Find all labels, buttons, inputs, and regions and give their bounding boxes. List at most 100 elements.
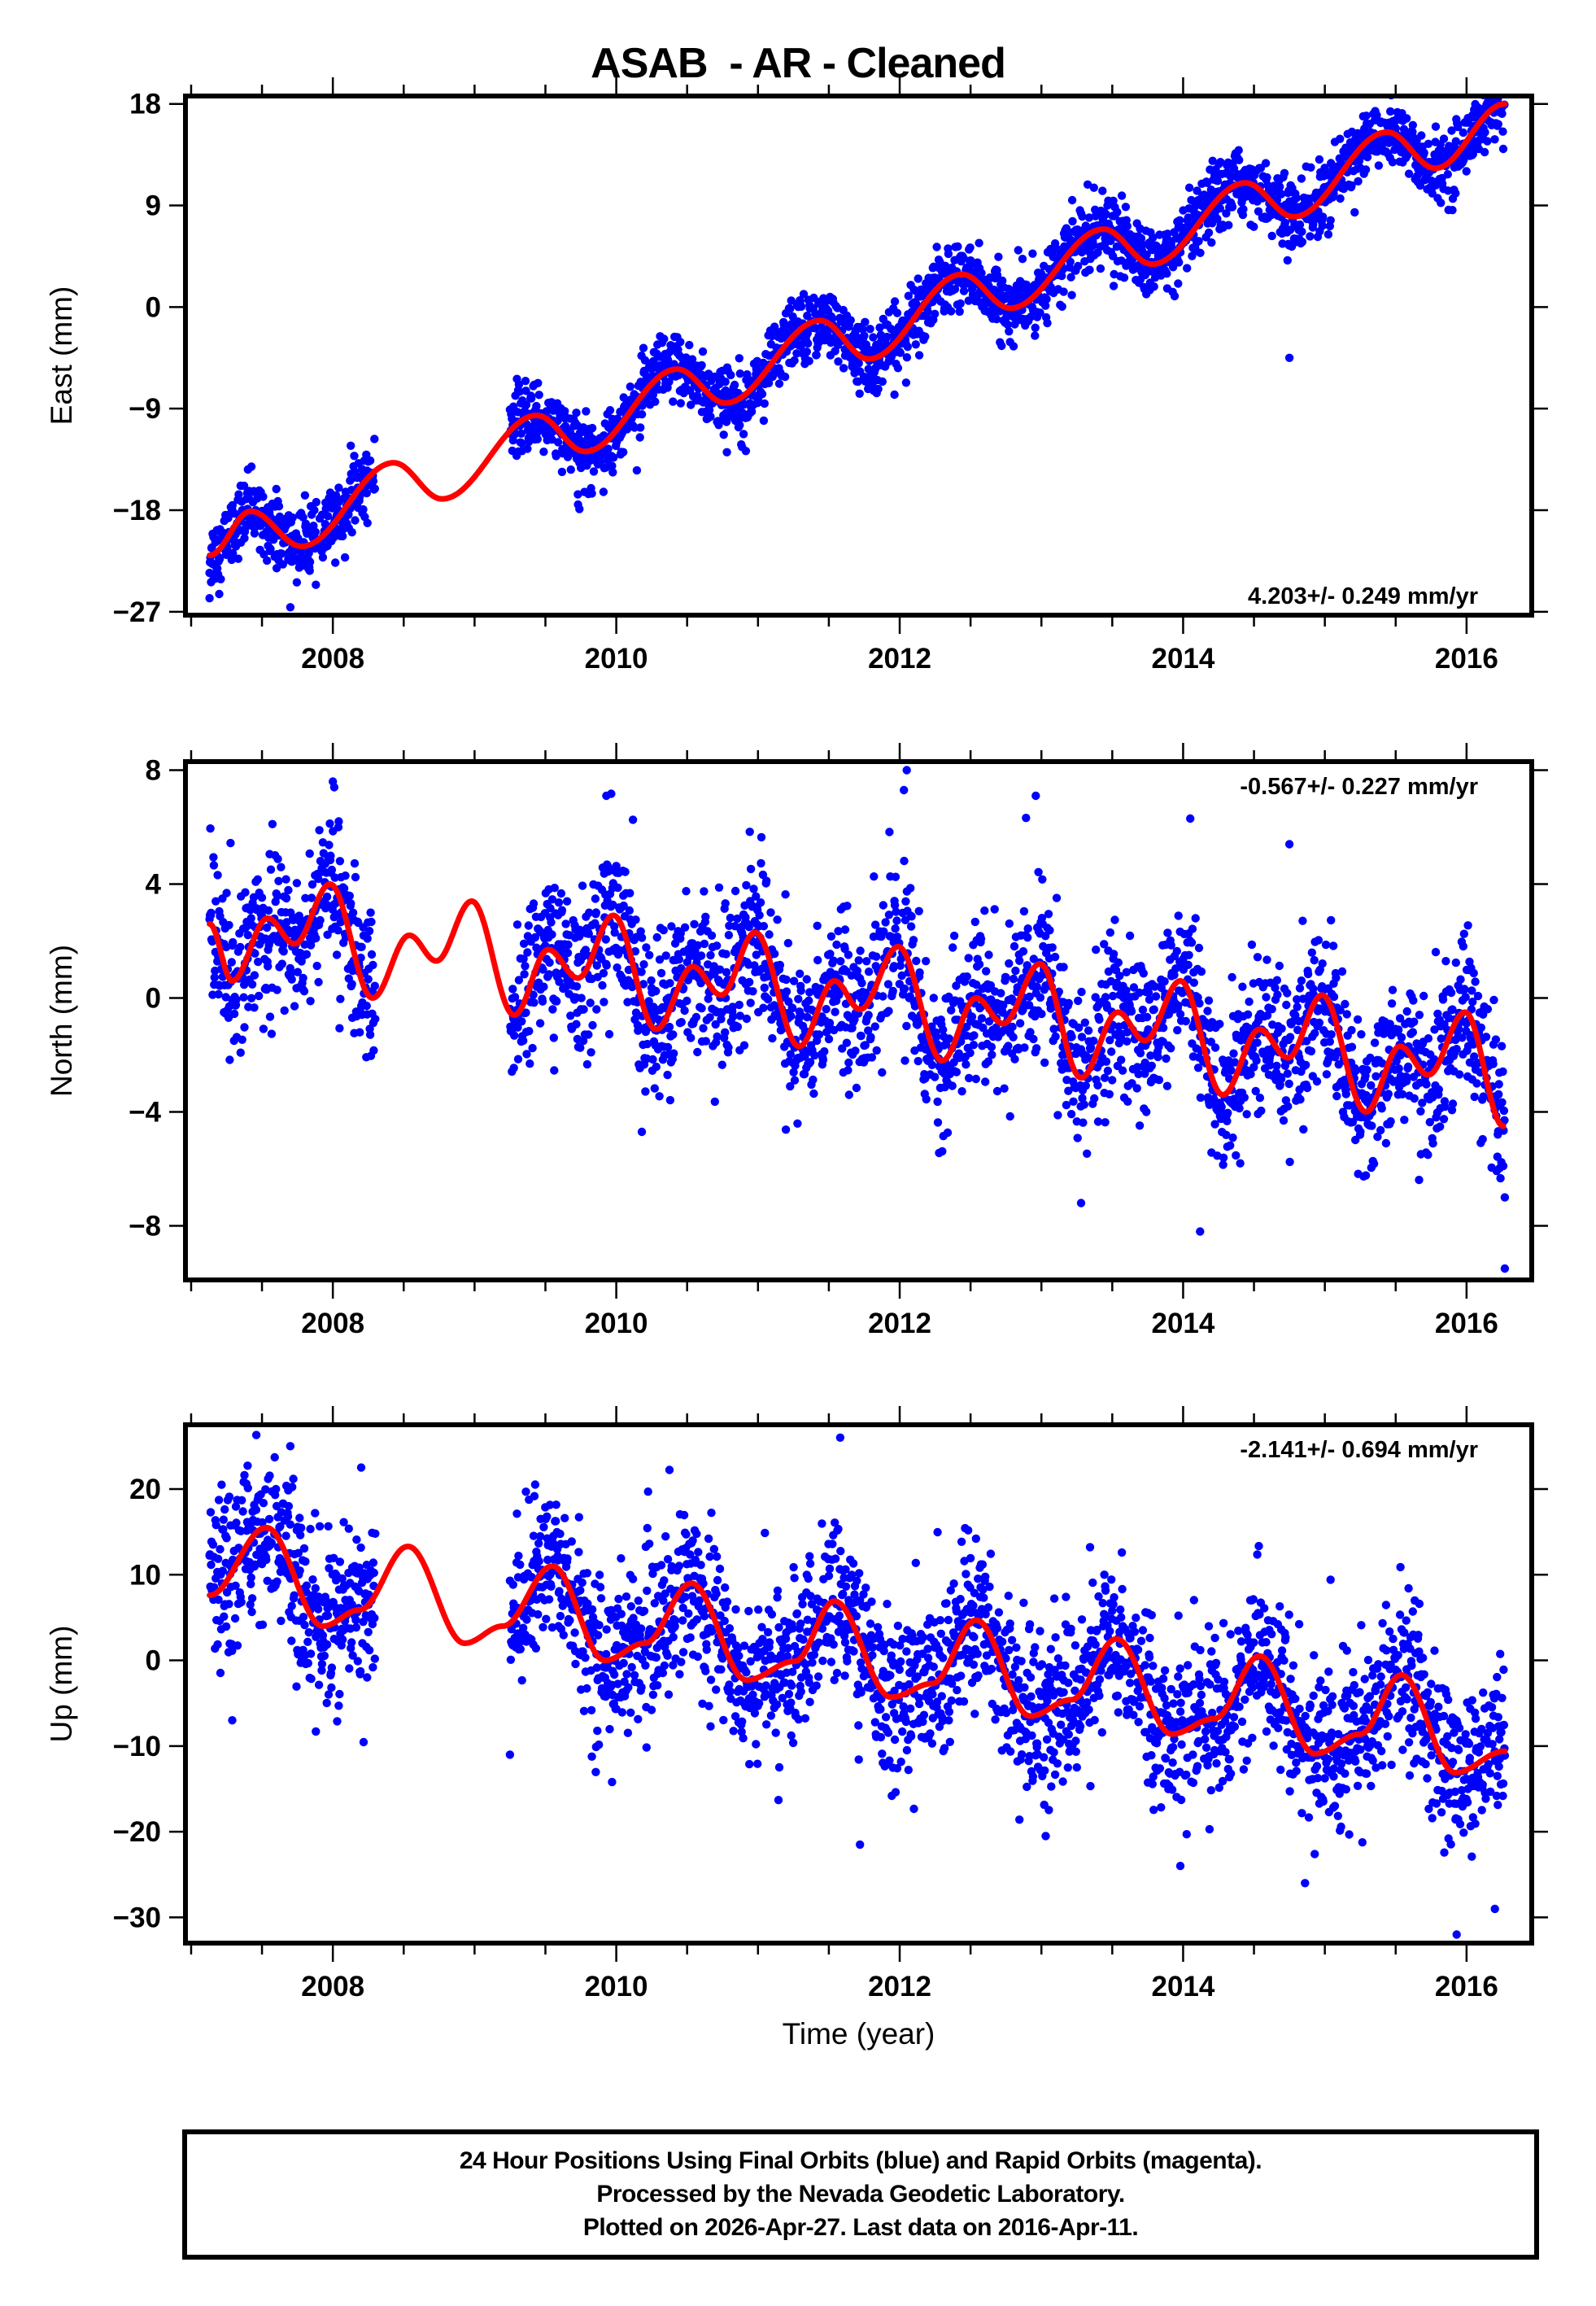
data-point xyxy=(587,423,597,433)
data-point xyxy=(1428,189,1437,198)
data-point xyxy=(239,980,249,989)
data-point xyxy=(1276,190,1286,199)
data-point xyxy=(891,872,900,881)
data-point xyxy=(697,1004,706,1013)
data-point xyxy=(1202,178,1212,187)
data-point xyxy=(1262,993,1271,1002)
data-point xyxy=(735,1000,743,1010)
data-point xyxy=(1184,960,1193,970)
data-point xyxy=(263,556,272,566)
data-point xyxy=(222,889,231,898)
data-point xyxy=(1127,1007,1136,1016)
data-point xyxy=(1424,139,1433,148)
data-point xyxy=(288,513,297,522)
data-point xyxy=(1036,993,1045,1002)
data-point xyxy=(539,982,548,991)
data-point xyxy=(637,410,647,419)
data-point xyxy=(1149,233,1158,242)
data-point xyxy=(809,1089,818,1098)
data-point xyxy=(1153,1052,1162,1062)
data-point xyxy=(804,338,813,348)
data-point xyxy=(1204,228,1214,238)
data-point xyxy=(719,430,728,439)
data-point xyxy=(900,856,909,866)
data-point xyxy=(599,487,608,496)
data-point xyxy=(959,286,969,295)
data-point xyxy=(1083,1149,1092,1159)
data-point xyxy=(1253,953,1262,962)
data-point xyxy=(334,817,343,826)
data-point xyxy=(1490,135,1499,144)
data-point xyxy=(852,1083,861,1093)
data-point xyxy=(713,941,722,950)
data-point xyxy=(529,899,539,908)
data-point xyxy=(355,1028,364,1037)
data-point xyxy=(626,889,634,898)
data-point xyxy=(1085,265,1094,274)
data-point xyxy=(604,1029,614,1039)
data-point xyxy=(822,1005,831,1014)
data-point xyxy=(1183,264,1192,273)
data-point xyxy=(263,923,272,932)
data-point xyxy=(1158,1024,1168,1033)
data-point xyxy=(948,943,957,952)
data-point xyxy=(239,481,249,491)
outlier-point xyxy=(286,603,295,612)
data-point xyxy=(350,452,359,461)
data-point xyxy=(1123,1097,1132,1107)
data-point xyxy=(796,969,805,978)
data-point xyxy=(1184,183,1194,192)
data-point xyxy=(512,920,522,929)
data-point xyxy=(857,1031,866,1041)
data-point xyxy=(1197,967,1206,976)
data-point xyxy=(1208,156,1217,165)
data-point xyxy=(1273,990,1282,999)
data-point xyxy=(514,380,524,389)
data-point xyxy=(721,1028,730,1037)
data-point xyxy=(1162,1081,1172,1090)
data-point xyxy=(1031,331,1040,340)
data-point xyxy=(539,448,548,456)
data-point xyxy=(273,985,281,994)
data-point xyxy=(351,872,360,882)
data-point xyxy=(312,580,321,589)
data-point xyxy=(1223,1116,1232,1126)
data-point xyxy=(1302,1060,1310,1070)
data-point xyxy=(1022,814,1031,823)
data-point xyxy=(1347,181,1356,190)
data-point xyxy=(521,400,531,409)
data-point xyxy=(363,934,372,943)
data-point xyxy=(282,918,291,927)
data-point xyxy=(517,1017,526,1026)
data-point xyxy=(227,555,236,565)
data-point xyxy=(721,378,730,387)
data-point xyxy=(332,950,342,959)
data-point xyxy=(1084,1026,1093,1035)
data-point xyxy=(351,516,360,525)
data-point xyxy=(885,828,894,836)
data-point xyxy=(1011,966,1020,976)
data-point xyxy=(685,340,694,350)
data-point xyxy=(1193,186,1201,195)
data-point xyxy=(981,1077,990,1086)
data-point xyxy=(1350,207,1359,217)
data-point xyxy=(1101,1057,1111,1066)
data-point xyxy=(1029,1034,1038,1044)
data-point xyxy=(722,448,731,456)
data-point xyxy=(782,975,791,985)
data-point xyxy=(1303,969,1313,979)
data-point xyxy=(1114,958,1123,967)
data-point xyxy=(687,355,697,364)
data-point xyxy=(1051,1032,1060,1042)
data-point xyxy=(953,242,962,251)
data-point xyxy=(1101,993,1110,1002)
data-point xyxy=(267,1029,277,1038)
data-point xyxy=(927,1060,937,1070)
data-point xyxy=(213,871,222,880)
data-point xyxy=(1272,1061,1281,1071)
data-point xyxy=(787,1011,796,1021)
data-point xyxy=(647,976,656,985)
data-point xyxy=(648,390,658,400)
data-point xyxy=(1181,1016,1191,1026)
data-point xyxy=(545,958,554,967)
